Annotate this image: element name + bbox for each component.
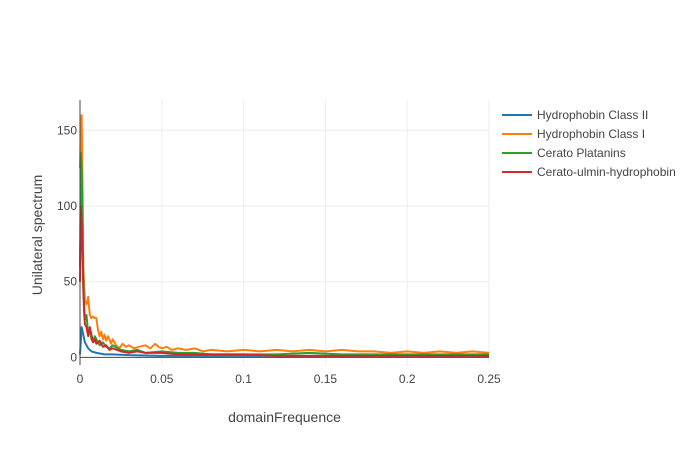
x-tick-label: 0.15 xyxy=(314,372,338,386)
y-tick-label: 50 xyxy=(64,275,78,289)
y-axis-title: Unilateral spectrum xyxy=(29,175,45,296)
legend[interactable]: Hydrophobin Class II Hydrophobin Class I C… xyxy=(502,108,676,179)
x-tick-label: 0.1 xyxy=(235,372,252,386)
x-tick-label: 0.25 xyxy=(477,372,501,386)
series-line-cerato-platanins xyxy=(79,152,489,356)
legend-label: Cerato-ulmin-hydrophobin xyxy=(537,165,676,179)
legend-item-hydrophobin-class-ii[interactable]: Hydrophobin Class II xyxy=(502,108,648,122)
axes xyxy=(79,100,489,365)
series-lines xyxy=(79,114,490,357)
x-tick-label: 0.05 xyxy=(150,372,174,386)
legend-label: Hydrophobin Class II xyxy=(537,108,648,122)
series-line-hydrophobin-class-i xyxy=(79,114,490,354)
gridlines xyxy=(80,100,490,365)
legend-label: Hydrophobin Class I xyxy=(537,127,645,141)
x-tick-label: 0.2 xyxy=(399,372,416,386)
tick-labels: 0 0.05 0.1 0.15 0.2 0.25 0 50 100 150 xyxy=(57,123,501,386)
y-tick-label: 150 xyxy=(57,123,77,137)
legend-item-hydrophobin-class-i[interactable]: Hydrophobin Class I xyxy=(502,127,645,141)
x-axis-title: domainFrequence xyxy=(228,409,341,425)
y-tick-label: 0 xyxy=(70,350,77,364)
x-tick-label: 0 xyxy=(77,372,84,386)
legend-label: Cerato Platanins xyxy=(537,146,626,160)
series-line-cerato-ulmin-hydrophobin xyxy=(79,205,489,357)
y-tick-label: 100 xyxy=(57,199,77,213)
legend-item-cerato-platanins[interactable]: Cerato Platanins xyxy=(502,146,626,160)
legend-item-cerato-ulmin-hydrophobin[interactable]: Cerato-ulmin-hydrophobin xyxy=(502,165,676,179)
